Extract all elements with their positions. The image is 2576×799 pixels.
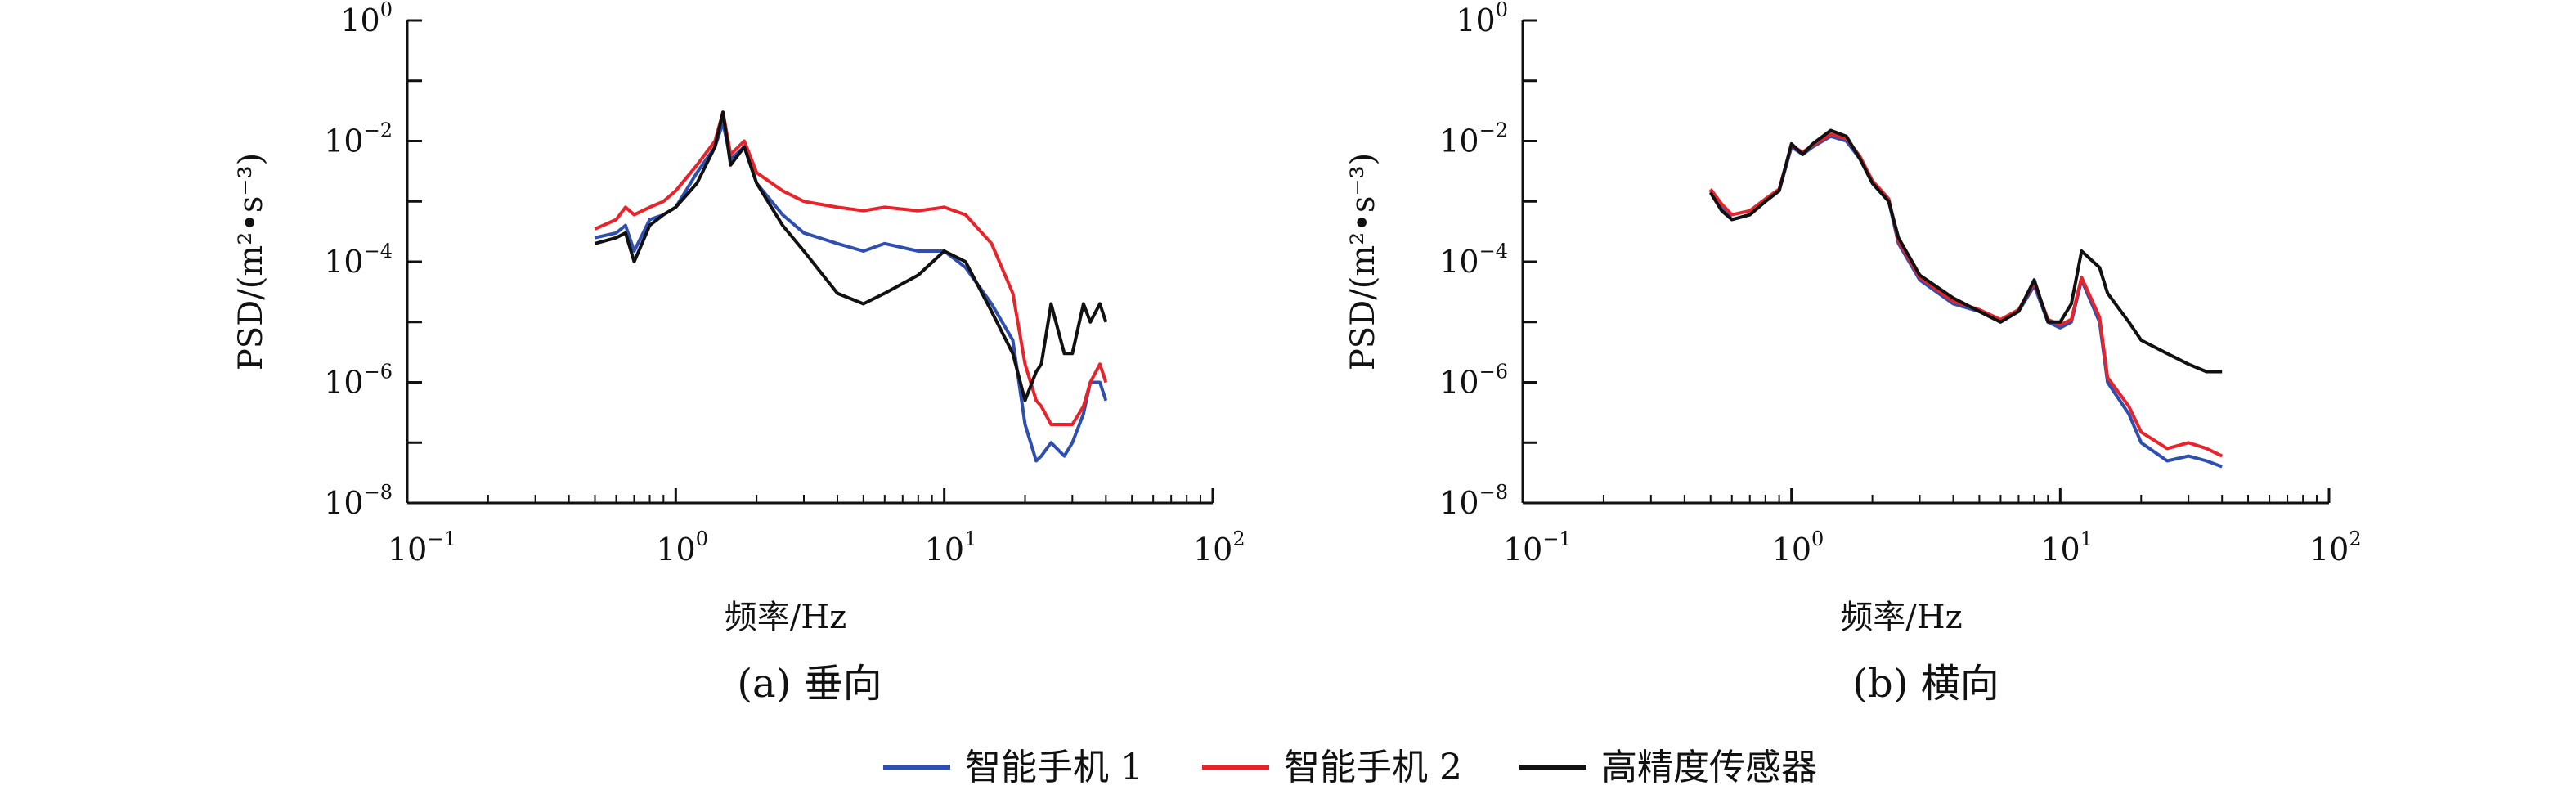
panel-caption: (a) 垂向 [737, 661, 882, 707]
x-tick-label: 10−1 [388, 527, 456, 568]
y-tick-label: 10−4 [1439, 240, 1508, 280]
y-tick-label: 10−2 [324, 119, 393, 159]
y-tick-label: 10−2 [1439, 119, 1508, 159]
y-tick-label: 10−6 [324, 361, 393, 401]
series-line-2 [1709, 132, 2224, 458]
x-tick-label: 102 [2309, 527, 2362, 568]
chart-panel-a: 10−1 100 101 102 100 10−2 10−4 10−6 10−8 频率/Hz PSD… [232, 0, 1245, 707]
x-tick-label: 100 [656, 527, 708, 568]
y-axis-title: PSD/(m²•s⁻³) [232, 153, 270, 370]
series-line-3 [1708, 128, 2223, 374]
series-line-3 [594, 110, 1108, 402]
legend: 智能手机 1 智能手机 2 高精度传感器 [883, 747, 1817, 788]
series-line-2 [594, 110, 1108, 426]
legend-label-sensor: 高精度传感器 [1601, 747, 1817, 788]
x-tick-label: 10−1 [1503, 527, 1572, 568]
x-tick-label: 102 [1193, 527, 1245, 568]
series-line-1 [595, 121, 1108, 463]
y-tick-label: 10−4 [324, 240, 393, 280]
x-axis-title: 频率/Hz [725, 599, 846, 636]
x-axis-title: 频率/Hz [1840, 599, 1962, 636]
y-tick-label: 100 [340, 0, 393, 38]
legend-label-phone2: 智能手机 2 [1284, 747, 1462, 788]
y-tick-label: 10−6 [1439, 361, 1508, 401]
x-tick-label: 100 [1772, 527, 1824, 568]
series-line-1 [1709, 134, 2223, 469]
y-tick-label: 10−8 [324, 481, 393, 521]
legend-label-phone1: 智能手机 1 [965, 747, 1143, 788]
x-tick-label: 101 [925, 527, 977, 568]
y-axis-title: PSD/(m²•s⁻³) [1344, 153, 1382, 370]
chart-panel-b: 10−1 100 101 102 100 10−2 10−4 10−6 10−8 频率/Hz PSD… [1344, 0, 2362, 707]
panel-caption: (b) 横向 [1852, 661, 1999, 707]
y-tick-label: 100 [1456, 0, 1508, 38]
x-tick-label: 101 [2040, 527, 2093, 568]
y-tick-label: 10−8 [1439, 481, 1508, 521]
